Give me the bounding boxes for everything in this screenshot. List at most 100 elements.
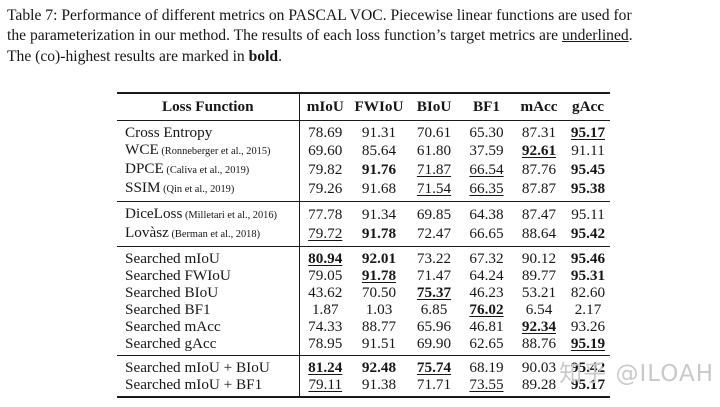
metric-value: 70.61 xyxy=(416,124,452,141)
caption-segment: bold xyxy=(248,47,279,65)
loss-name: Cross Entropy xyxy=(125,124,213,141)
loss-name: Lovàsz xyxy=(125,224,169,241)
caption-segment: underlined xyxy=(562,27,629,45)
caption-line: The (co)-highest results are marked in b… xyxy=(7,47,719,67)
metric-value: 69.85 xyxy=(416,206,452,223)
metric-value: 79.05 xyxy=(308,267,343,284)
table-row: Searched gAcc 78.95 91.51 69.90 62.65 88.76 95… xyxy=(117,335,610,356)
metric-value: 75.74 xyxy=(416,359,452,376)
metric-value: 66.65 xyxy=(469,225,504,242)
metric-value: 76.02 xyxy=(469,301,504,318)
citation: (Milletari et al., 2016) xyxy=(182,210,278,221)
metric-value: 95.31 xyxy=(570,267,606,284)
col-header-macc: mAcc xyxy=(520,98,558,115)
loss-name: DPCE xyxy=(125,160,164,177)
col-header-fwiou: FWIoU xyxy=(354,98,404,115)
metric-value: 53.21 xyxy=(521,284,557,301)
metric-value: 90.12 xyxy=(521,250,557,267)
metric-value: 95.38 xyxy=(570,180,606,197)
metric-value: 91.78 xyxy=(361,225,397,242)
col-header-loss-function: Loss Function xyxy=(117,93,300,121)
metric-value: 64.24 xyxy=(469,267,504,284)
metric-value: 71.47 xyxy=(416,267,452,284)
table-row: SSIM (Qin et al., 2019) 79.26 91.68 71.54 66… xyxy=(117,179,610,202)
metric-value: 91.78 xyxy=(361,267,397,284)
loss-function-cell: Lovàsz (Berman et al., 2018) xyxy=(117,224,300,247)
loss-function-cell: DiceLoss (Milletari et al., 2016) xyxy=(117,201,300,224)
loss-name: DiceLoss xyxy=(125,205,183,222)
metric-value: 64.38 xyxy=(469,206,504,223)
table-header: Loss Function mIoU FWIoU BIoU BF1 mAcc gAcc xyxy=(117,93,610,121)
metric-value: 73.22 xyxy=(416,250,452,267)
metric-value: 62.65 xyxy=(469,335,504,352)
metric-value: 85.64 xyxy=(361,142,397,159)
metric-value: 89.28 xyxy=(521,376,557,393)
metric-value: 65.96 xyxy=(416,318,452,335)
metric-value: 77.78 xyxy=(308,206,343,223)
table-row: WCE (Ronneberger et al., 2015) 69.60 85.64… xyxy=(117,141,610,160)
metric-value: 95.45 xyxy=(570,161,606,178)
metric-value: 71.71 xyxy=(416,376,452,393)
metric-value: 91.38 xyxy=(361,376,397,393)
metric-value: 73.55 xyxy=(469,376,504,393)
loss-function-cell: Searched mAcc xyxy=(117,318,300,335)
metric-value: 89.77 xyxy=(521,267,557,284)
table-caption: Table 7: Performance of different metric… xyxy=(7,6,719,67)
caption-segment: . xyxy=(278,47,283,65)
loss-name: Searched mAcc xyxy=(125,318,221,335)
loss-function-cell: SSIM (Qin et al., 2019) xyxy=(117,179,300,202)
metric-value: 2.17 xyxy=(574,301,602,318)
table-row: DiceLoss (Milletari et al., 2016) 77.78 91… xyxy=(117,201,610,224)
table-row: Cross Entropy 78.69 91.31 70.61 65.30 87.31 95… xyxy=(117,120,610,141)
table-row: Lovàsz (Berman et al., 2018) 79.72 91.78 72… xyxy=(117,224,610,247)
col-header-gacc: gAcc xyxy=(571,98,605,115)
metric-value: 95.11 xyxy=(571,206,605,223)
loss-function-cell: Searched BF1 xyxy=(117,301,300,318)
metric-value: 37.59 xyxy=(469,142,504,159)
metric-value: 69.90 xyxy=(416,335,452,352)
caption-segment: The (co)-highest results are marked in xyxy=(7,47,249,65)
loss-function-cell: Searched FWIoU xyxy=(117,267,300,284)
citation: (Berman et al., 2018) xyxy=(168,229,261,240)
loss-name: Searched BF1 xyxy=(125,301,211,318)
loss-name: Searched mIoU xyxy=(125,250,220,267)
metric-value: 92.01 xyxy=(361,250,397,267)
metric-value: 61.80 xyxy=(416,142,452,159)
loss-function-cell: WCE (Ronneberger et al., 2015) xyxy=(117,141,300,160)
metric-value: 43.62 xyxy=(308,284,343,301)
metric-value: 87.31 xyxy=(521,124,557,141)
metric-value: 92.34 xyxy=(521,318,557,335)
metric-value: 93.26 xyxy=(570,318,606,335)
table-header-row: Loss Function mIoU FWIoU BIoU BF1 mAcc gAcc xyxy=(117,93,610,121)
metric-value: 66.35 xyxy=(469,180,504,197)
loss-name: Searched mIoU + BIoU xyxy=(125,359,270,376)
loss-name: Searched BIoU xyxy=(125,284,219,301)
loss-name: Searched gAcc xyxy=(125,335,217,352)
table-row: Searched mIoU + BF1 79.11 91.38 71.71 73.55 8… xyxy=(117,376,610,397)
metric-value: 87.47 xyxy=(521,206,557,223)
metric-value: 79.82 xyxy=(308,161,343,178)
metric-value: 71.87 xyxy=(416,161,452,178)
metric-value: 81.24 xyxy=(308,359,343,376)
metric-value: 46.81 xyxy=(469,318,504,335)
loss-function-cell: Cross Entropy xyxy=(117,120,300,141)
loss-function-cell: Searched BIoU xyxy=(117,284,300,301)
caption-line: the parameterization in our method. The … xyxy=(7,26,719,46)
caption-line: Table 7: Performance of different metric… xyxy=(7,6,719,26)
metric-value: 90.03 xyxy=(521,359,557,376)
citation: (Caliva et al., 2019) xyxy=(163,165,250,176)
metric-value: 67.32 xyxy=(469,250,504,267)
table-row: Searched mIoU 80.94 92.01 73.22 67.32 90.12 95… xyxy=(117,246,610,267)
metric-value: 91.51 xyxy=(361,335,397,352)
metric-value: 6.85 xyxy=(420,301,448,318)
caption-segment: . xyxy=(628,27,633,45)
metric-value: 95.19 xyxy=(570,335,606,352)
col-header-bf1: BF1 xyxy=(472,98,500,115)
metric-value: 88.77 xyxy=(361,318,397,335)
table-row: Searched FWIoU 79.05 91.78 71.47 64.24 89.77 9… xyxy=(117,267,610,284)
metric-value: 82.60 xyxy=(570,284,606,301)
loss-name: SSIM xyxy=(125,179,161,196)
table-row: Searched BF1 1.87 1.03 6.85 76.02 6.54 2.17 xyxy=(117,301,610,318)
metric-value: 92.61 xyxy=(521,142,557,159)
loss-function-cell: Searched mIoU + BF1 xyxy=(117,376,300,397)
